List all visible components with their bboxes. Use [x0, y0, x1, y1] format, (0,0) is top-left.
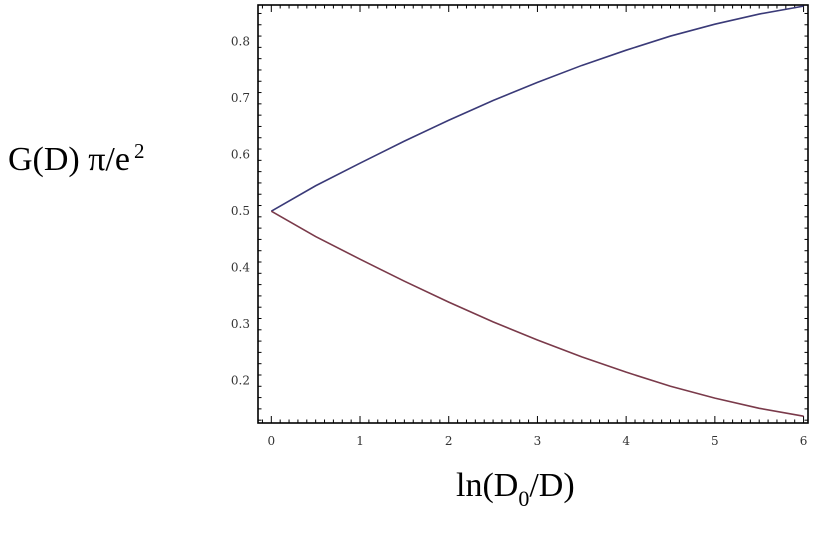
series-line-2 [270, 210, 804, 418]
axis-ticks [258, 5, 808, 423]
x-tick-label: 2 [445, 434, 453, 448]
plot-frame [257, 4, 809, 424]
y-tick-label: 0.7 [231, 91, 250, 105]
x-tick-label: 0 [267, 434, 275, 448]
y-tick-label: 0.3 [231, 317, 250, 331]
series-lines [270, 5, 804, 418]
y-tick-label: 0.2 [231, 374, 250, 388]
y-tick-label: 0.4 [231, 261, 250, 275]
x-tick-label: 4 [622, 434, 630, 448]
y-tick-label: 0.6 [231, 148, 250, 162]
y-tick-label: 0.8 [231, 35, 250, 49]
x-tick-label: 5 [711, 434, 719, 448]
x-tick-label: 1 [356, 434, 364, 448]
x-tick-label: 3 [534, 434, 542, 448]
y-axis-title: G(D) π/e 2 [8, 139, 144, 178]
tick-labels: 0 1 2 3 4 5 6 0.2 0.3 0.4 0.5 0.6 0.7 0.8 [231, 35, 807, 448]
y-tick-label: 0.5 [231, 204, 250, 218]
x-axis-title: ln(D0/D) [456, 467, 575, 511]
series-line-1 [270, 5, 804, 212]
x-tick-label: 6 [800, 434, 808, 448]
